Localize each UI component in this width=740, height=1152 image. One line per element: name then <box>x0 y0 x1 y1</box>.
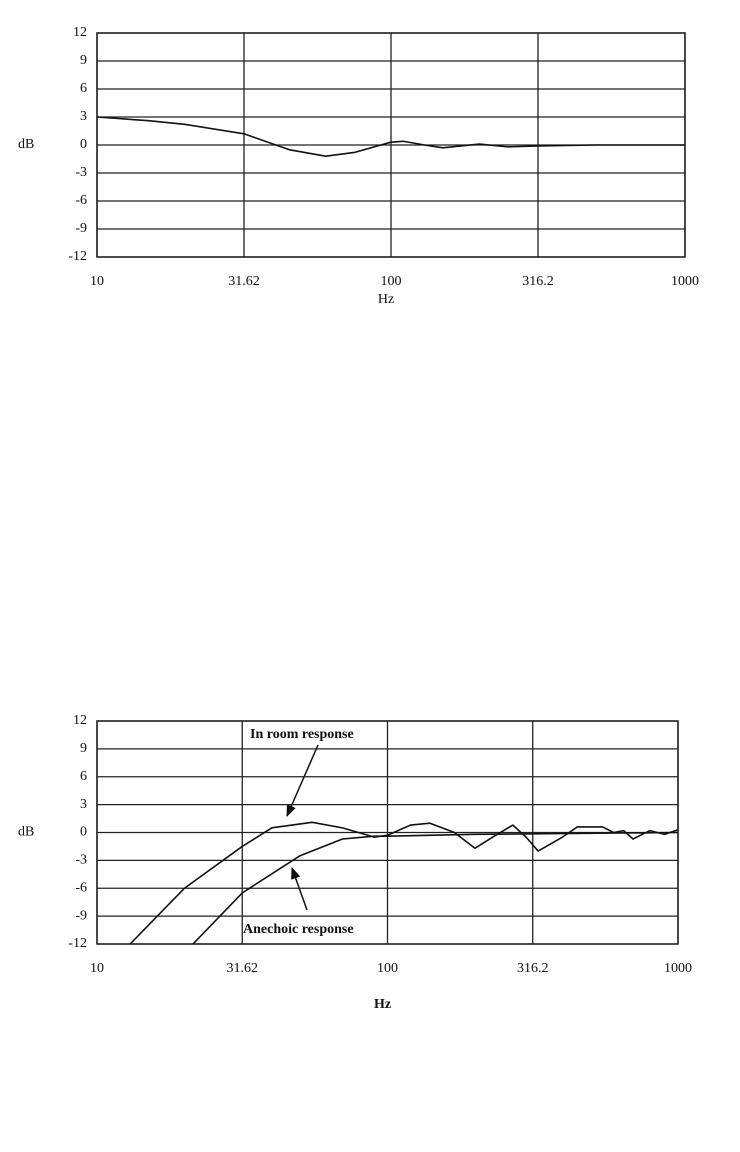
annotation: In room response <box>250 727 354 742</box>
y-tick-label: -6 <box>75 880 87 895</box>
y-tick-label: 6 <box>80 769 87 784</box>
y-axis-label: dB <box>18 137 34 152</box>
y-tick-label: -9 <box>75 908 87 923</box>
y-tick-label: 6 <box>80 81 87 96</box>
y-tick-label: 9 <box>80 53 87 68</box>
y-tick-label: -3 <box>75 165 87 180</box>
y-tick-label: -3 <box>75 853 87 868</box>
annotation: Anechoic response <box>243 922 354 937</box>
annotation-arrow <box>291 866 308 911</box>
y-tick-label: -12 <box>68 936 87 951</box>
x-tick-label: 1000 <box>664 961 692 976</box>
y-tick-label: -6 <box>75 193 87 208</box>
y-tick-label: 3 <box>80 109 87 124</box>
y-tick-label: 3 <box>80 797 87 812</box>
x-tick-label: 31.62 <box>228 274 260 289</box>
y-tick-label: 0 <box>80 825 87 840</box>
x-axis-label: Hz <box>378 292 394 307</box>
y-axis-label: dB <box>18 825 34 840</box>
annotation-arrow <box>286 744 319 818</box>
series-line <box>192 831 678 944</box>
y-tick-label: -9 <box>75 221 87 236</box>
x-tick-label: 316.2 <box>517 961 549 976</box>
y-tick-label: -12 <box>68 249 87 264</box>
y-tick-label: 9 <box>80 741 87 756</box>
x-tick-label: 31.62 <box>226 961 258 976</box>
x-axis-label: Hz <box>374 997 391 1012</box>
x-tick-label: 10 <box>90 274 104 289</box>
x-tick-label: 100 <box>377 961 398 976</box>
x-tick-label: 1000 <box>671 274 699 289</box>
y-tick-label: 0 <box>80 137 87 152</box>
y-tick-label: 12 <box>73 713 87 728</box>
x-tick-label: 316.2 <box>522 274 554 289</box>
y-tick-label: 12 <box>73 25 87 40</box>
series-line <box>129 821 678 944</box>
x-tick-label: 100 <box>381 274 402 289</box>
series-line <box>97 116 685 157</box>
x-tick-label: 10 <box>90 961 104 976</box>
